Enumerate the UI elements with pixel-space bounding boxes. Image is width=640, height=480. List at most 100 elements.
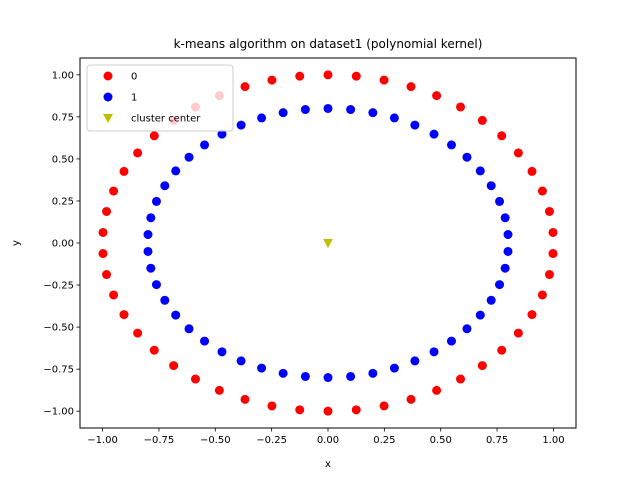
data-point-0-47	[537, 290, 547, 300]
data-point-1-38	[346, 371, 356, 381]
data-point-0-10	[379, 75, 389, 85]
data-point-1-23	[146, 213, 156, 223]
data-point-0-1	[544, 206, 554, 216]
data-point-0-42	[456, 374, 466, 384]
data-point-1-29	[171, 310, 181, 320]
data-point-1-18	[200, 140, 210, 150]
data-point-2-0	[323, 239, 333, 248]
y-tick-label: −0.75	[43, 365, 74, 376]
data-point-1-17	[217, 129, 227, 139]
data-point-1-36	[300, 371, 310, 381]
data-point-1-10	[368, 108, 378, 118]
data-point-1-21	[160, 181, 170, 191]
data-point-0-49	[548, 249, 558, 259]
data-point-0-30	[149, 345, 159, 355]
x-tick-label: −0.25	[256, 435, 287, 446]
y-axis-label: y	[11, 240, 22, 246]
y-tick-label: 0.00	[52, 239, 74, 250]
data-point-0-23	[102, 206, 112, 216]
legend-label: 0	[131, 72, 137, 83]
data-point-1-31	[200, 336, 210, 346]
data-point-1-11	[346, 105, 356, 115]
x-tick-label: −0.50	[200, 435, 231, 446]
data-point-0-39	[379, 401, 389, 411]
data-point-1-3	[486, 181, 496, 191]
data-point-0-3	[527, 166, 537, 176]
data-point-1-25	[143, 246, 153, 256]
x-axis: −1.00 −0.75 −0.50 −0.25 0.00 0.25 0.50 0.75 1.00	[87, 428, 565, 446]
data-point-1-33	[236, 356, 246, 366]
data-point-0-7	[456, 102, 466, 112]
data-point-1-32	[217, 347, 227, 357]
legend-marker	[103, 71, 113, 81]
data-point-0-25	[98, 249, 108, 259]
data-point-1-9	[389, 113, 399, 123]
data-point-0-24	[98, 227, 108, 237]
data-point-1-16	[236, 120, 246, 130]
data-point-0-41	[432, 385, 442, 395]
data-point-0-11	[351, 71, 361, 81]
data-point-0-6	[477, 115, 487, 125]
data-point-1-45	[475, 310, 485, 320]
data-point-0-8	[432, 91, 442, 101]
data-point-0-0	[548, 227, 558, 237]
data-point-0-46	[527, 310, 537, 320]
y-tick-label: −0.25	[43, 281, 74, 292]
data-point-0-45	[513, 328, 523, 338]
data-point-0-12	[323, 70, 333, 80]
data-point-1-24	[143, 230, 153, 240]
data-point-0-32	[190, 374, 200, 384]
data-point-0-33	[214, 385, 224, 395]
data-point-1-46	[486, 295, 496, 305]
data-point-1-39	[368, 368, 378, 378]
data-point-1-5	[462, 152, 472, 162]
data-point-1-19	[184, 152, 194, 162]
data-point-1-40	[389, 363, 399, 373]
legend-label: 1	[131, 93, 137, 104]
x-tick-label: 1.00	[542, 435, 564, 446]
data-point-1-43	[446, 336, 456, 346]
data-point-1-15	[257, 113, 267, 123]
data-point-0-14	[267, 75, 277, 85]
data-point-1-8	[410, 120, 420, 130]
data-point-1-12	[323, 103, 333, 113]
data-point-0-28	[119, 310, 129, 320]
y-axis: −1.00 −0.75 −0.50 −0.25 0.00 0.25 0.50 0.75 1.00	[43, 70, 80, 418]
x-tick-label: −0.75	[144, 435, 175, 446]
data-point-0-40	[406, 394, 416, 404]
data-point-0-48	[544, 270, 554, 280]
x-tick-label: 0.00	[317, 435, 339, 446]
data-point-1-34	[257, 363, 267, 373]
data-point-0-38	[351, 405, 361, 415]
data-point-1-44	[462, 324, 472, 334]
data-point-0-20	[133, 148, 143, 158]
data-point-1-2	[495, 196, 505, 206]
data-point-0-5	[497, 131, 507, 141]
y-tick-label: 0.50	[52, 154, 74, 165]
data-point-0-43	[477, 361, 487, 371]
data-point-0-34	[240, 394, 250, 404]
data-point-0-22	[109, 186, 119, 196]
data-point-1-4	[475, 166, 485, 176]
data-point-1-22	[151, 196, 161, 206]
x-tick-label: 0.25	[373, 435, 395, 446]
data-point-0-29	[133, 328, 143, 338]
data-point-0-27	[109, 290, 119, 300]
data-point-0-37	[323, 406, 333, 416]
x-tick-label: 0.75	[486, 435, 508, 446]
data-point-1-48	[500, 263, 510, 273]
plot-area	[98, 70, 558, 416]
data-point-0-2	[537, 186, 547, 196]
y-tick-label: −1.00	[43, 407, 74, 418]
data-point-1-26	[146, 263, 156, 273]
series-1	[143, 103, 513, 383]
data-point-1-6	[446, 140, 456, 150]
data-point-1-13	[300, 105, 310, 115]
y-tick-label: 0.25	[52, 196, 74, 207]
series-2	[323, 239, 333, 248]
chart-title: k-means algorithm on dataset1 (polynomia…	[174, 37, 483, 51]
data-point-0-44	[497, 345, 507, 355]
x-axis-label: x	[325, 459, 331, 470]
series-0	[98, 70, 558, 416]
data-point-1-0	[503, 230, 513, 240]
